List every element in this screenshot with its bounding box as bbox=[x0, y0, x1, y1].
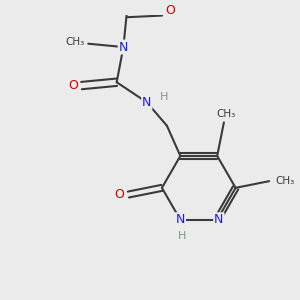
Text: O: O bbox=[165, 4, 175, 17]
Text: O: O bbox=[68, 79, 78, 92]
Text: N: N bbox=[176, 213, 185, 226]
Text: O: O bbox=[114, 188, 124, 201]
Text: CH₃: CH₃ bbox=[66, 37, 85, 47]
Text: CH₃: CH₃ bbox=[216, 109, 235, 119]
Text: CH₃: CH₃ bbox=[276, 176, 295, 186]
Text: H: H bbox=[159, 92, 168, 102]
Text: H: H bbox=[178, 231, 186, 241]
Text: N: N bbox=[119, 40, 128, 53]
Text: N: N bbox=[142, 96, 152, 109]
Text: N: N bbox=[214, 213, 224, 226]
